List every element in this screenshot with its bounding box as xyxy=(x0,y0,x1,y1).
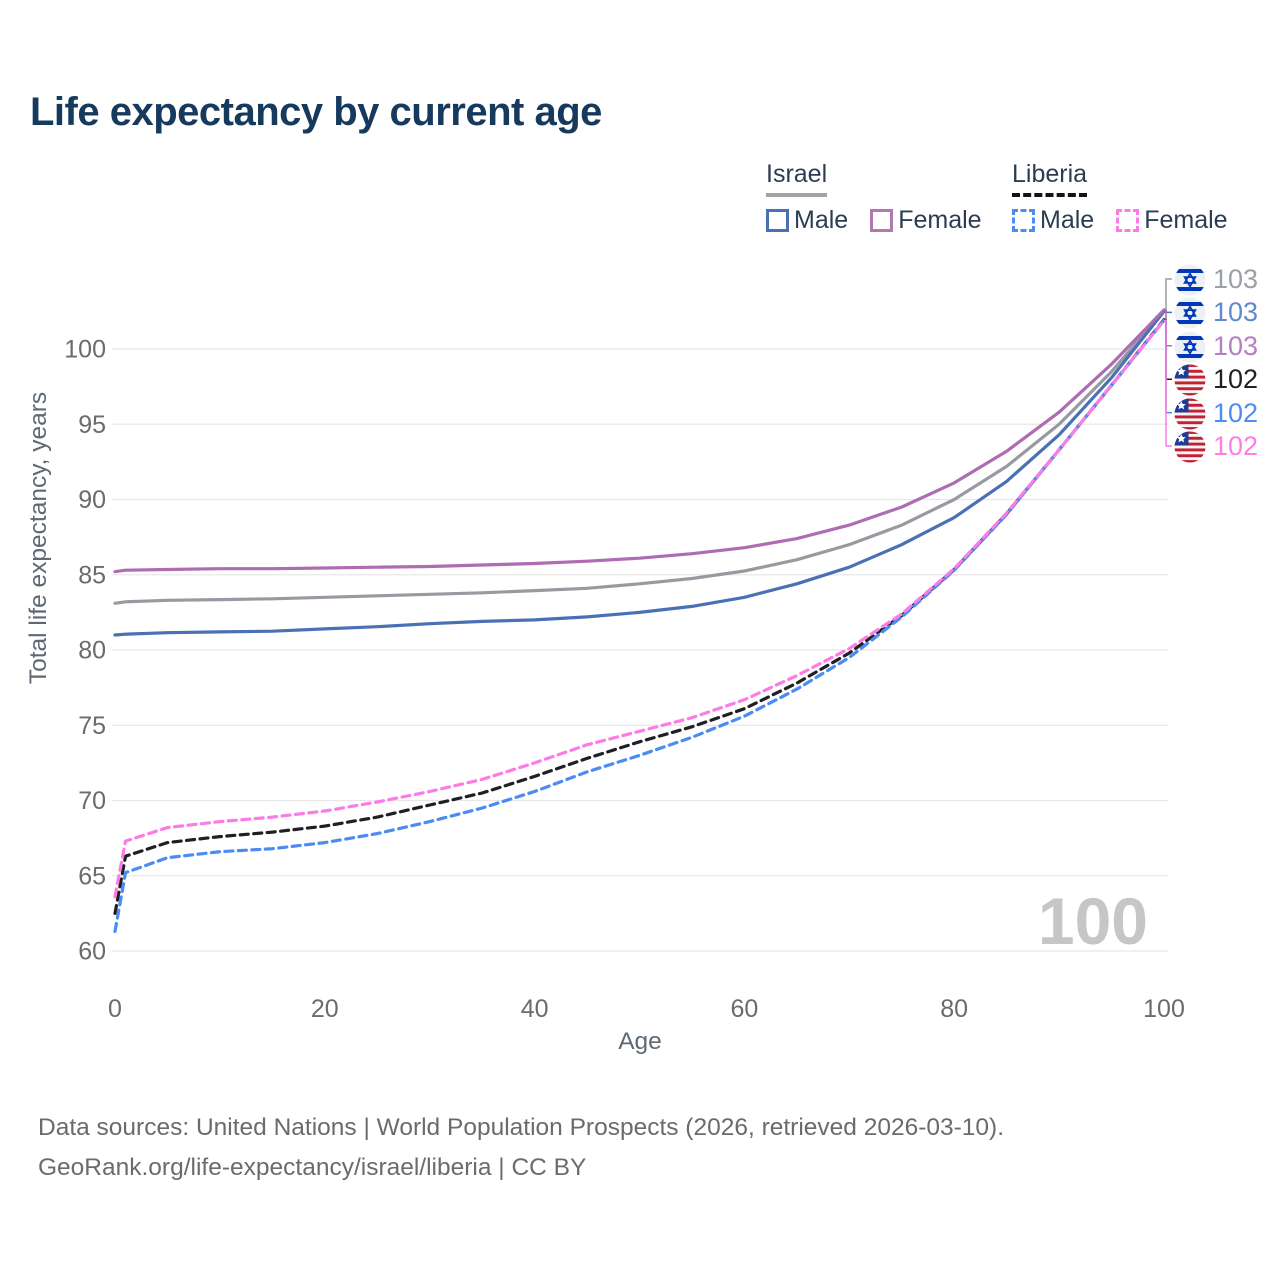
legend-item-liberia-female[interactable]: Female xyxy=(1116,206,1228,235)
y-tick-label: 80 xyxy=(78,637,106,665)
y-tick-label: 60 xyxy=(78,938,106,966)
y-axis-tick-labels: 60 65 70 75 80 85 90 95 100 xyxy=(64,336,106,966)
flag-israel-icon xyxy=(1174,264,1206,296)
flag-israel-icon xyxy=(1174,331,1206,363)
end-label-row: 102 xyxy=(1174,430,1258,463)
end-label-connectors xyxy=(1164,278,1172,447)
y-tick-label: 85 xyxy=(78,561,106,589)
x-tick-label: 0 xyxy=(108,995,122,1023)
end-label-row: 103 xyxy=(1174,330,1258,363)
end-label-row: 102 xyxy=(1174,363,1258,396)
watermark-age-counter: 100 xyxy=(1038,884,1148,958)
series-line-israel-male[interactable] xyxy=(113,309,1166,637)
x-tick-label: 40 xyxy=(521,995,549,1023)
end-label-connector xyxy=(1164,319,1172,414)
legend-item-israel-female[interactable]: Female xyxy=(870,206,982,235)
end-label-value: 102 xyxy=(1213,398,1259,428)
legend-group-israel: Israel Male Female xyxy=(766,160,982,235)
flag-israel-icon xyxy=(1174,297,1206,329)
end-label-row: 103 xyxy=(1174,296,1258,329)
x-tick-label: 80 xyxy=(940,995,968,1023)
flag-liberia-icon xyxy=(1174,364,1206,396)
end-label-value: 103 xyxy=(1213,331,1259,361)
series-line-liberia-all[interactable] xyxy=(113,318,1166,916)
end-label-row: 103 xyxy=(1174,263,1258,296)
israel-male-swatch-icon[interactable] xyxy=(766,209,789,232)
x-tick-label: 100 xyxy=(1143,995,1185,1023)
end-label-connector xyxy=(1164,319,1172,447)
end-label-value: 103 xyxy=(1213,264,1259,294)
x-axis-tick-labels: 0 20 40 60 80 100 xyxy=(108,995,1185,1023)
y-tick-label: 100 xyxy=(64,336,106,364)
end-label-connector xyxy=(1164,309,1172,347)
series-line-israel-female[interactable] xyxy=(113,308,1166,574)
y-tick-label: 95 xyxy=(78,411,106,439)
footer-link[interactable]: GeoRank.org/life-expectancy/israel/liber… xyxy=(38,1153,587,1181)
israel-female-swatch-icon[interactable] xyxy=(870,209,894,232)
x-axis-title: Age xyxy=(618,1028,662,1055)
y-tick-label: 75 xyxy=(78,712,106,740)
end-label-row: 102 xyxy=(1174,397,1258,430)
x-tick-label: 20 xyxy=(311,995,339,1023)
liberia-female-swatch-icon[interactable] xyxy=(1116,209,1140,232)
end-label-connector xyxy=(1164,278,1172,312)
y-tick-label: 70 xyxy=(78,787,106,815)
y-axis-title: Total life expectancy, years xyxy=(25,392,52,684)
legend-country-liberia: Liberia xyxy=(1012,160,1088,197)
liberia-male-swatch-icon[interactable] xyxy=(1012,209,1035,232)
legend-item-label: Female xyxy=(898,206,982,234)
series-line-liberia-male[interactable] xyxy=(113,318,1166,934)
x-tick-label: 60 xyxy=(730,995,758,1023)
end-label-value: 103 xyxy=(1213,297,1259,327)
page-title: Life expectancy by current age xyxy=(30,90,602,134)
legend-item-israel-male[interactable]: Male xyxy=(766,206,848,235)
legend-item-label: Male xyxy=(794,206,849,234)
legend-country-israel: Israel xyxy=(766,160,828,197)
legend-item-label: Female xyxy=(1144,206,1228,234)
end-label-value: 102 xyxy=(1213,364,1259,394)
series-line-liberia-female[interactable] xyxy=(113,318,1166,899)
y-tick-label: 90 xyxy=(78,486,106,514)
legend-item-label: Male xyxy=(1040,206,1095,234)
life-expectancy-chart: 100 60 65 70 75 80 85 90 95 100 0 20 40 60 80 100 Age… xyxy=(25,278,1185,1055)
legend-item-liberia-male[interactable]: Male xyxy=(1012,206,1094,235)
flag-liberia-icon xyxy=(1174,431,1206,463)
footer-data-sources: Data sources: United Nations | World Pop… xyxy=(38,1114,1005,1141)
legend-group-liberia: Liberia Male Female xyxy=(1012,160,1228,235)
flag-liberia-icon xyxy=(1174,398,1206,430)
end-label-value: 102 xyxy=(1213,431,1259,461)
footer: Data sources: United Nations | World Pop… xyxy=(38,1108,1004,1188)
series-line-israel-all[interactable] xyxy=(113,309,1166,605)
y-tick-label: 65 xyxy=(78,862,106,890)
gridlines xyxy=(112,348,1168,952)
series-lines xyxy=(113,308,1166,934)
